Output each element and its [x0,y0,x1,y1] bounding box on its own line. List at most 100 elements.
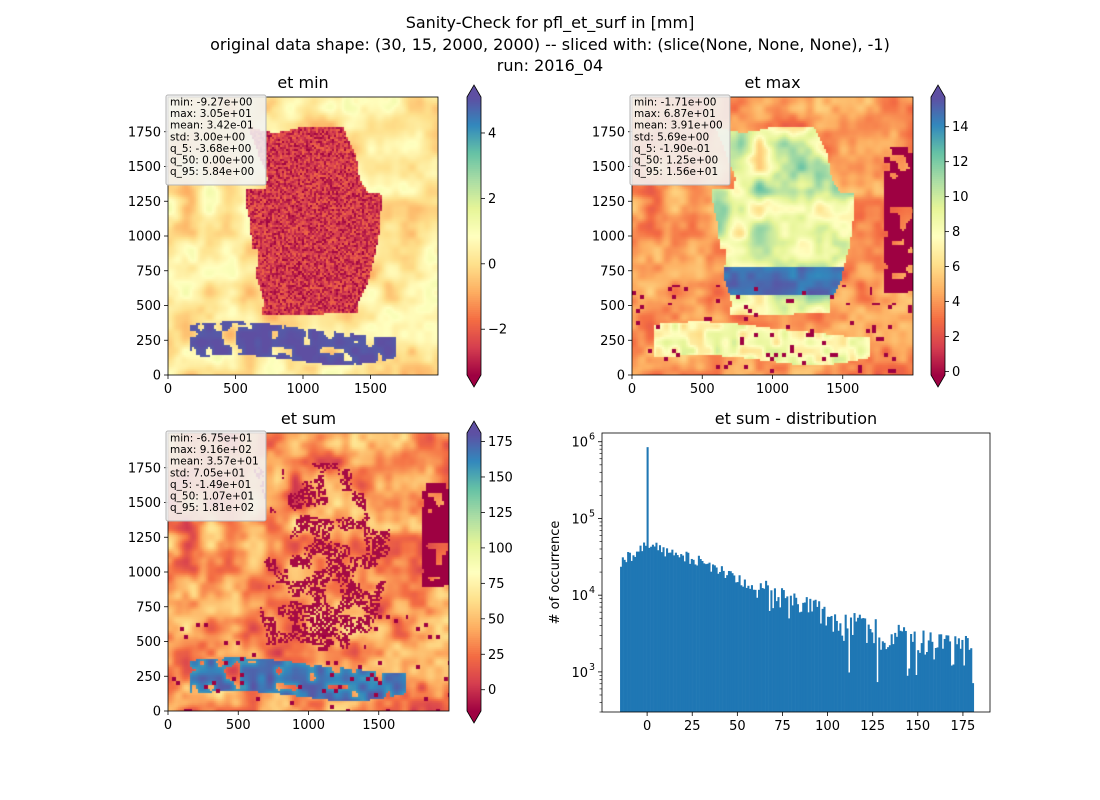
histogram-bar [970,648,973,712]
histogram-bar [667,552,670,712]
colorbar-segment [467,544,481,547]
colorbar-segment [931,267,945,271]
x-tick-label: 175 [951,719,976,734]
colorbar-segment [467,305,481,309]
colorbar-segment [931,152,945,156]
colorbar-segment [467,237,481,241]
colorbar-segment [931,361,945,364]
x-tick-label: 0 [628,382,636,397]
histogram-bar [934,647,937,712]
colorbar-segment [931,355,945,358]
colorbar-segment [467,472,481,476]
stats-line: q_50: 0.00e+00 [170,155,254,167]
histogram-bar [669,552,672,712]
colorbar-segment [467,685,481,688]
colorbar-segment [467,693,481,696]
histogram-bar [938,634,941,712]
histogram-bar [634,556,637,712]
colorbar-segment [467,232,481,235]
histogram-bar [878,637,881,712]
histogram-panel: et sum - distribution 0 25 50 75 100 125 150 175… [548,409,991,734]
histogram-bar [628,552,631,712]
colorbar-segment [467,607,481,611]
colorbar-segment [467,534,481,537]
histogram-bar [745,587,748,712]
colorbar-segment [931,122,945,126]
colorbar-segment [467,603,481,607]
colorbar-segment [467,460,481,464]
histogram-bar [639,545,642,712]
colorbar-segment [931,194,945,197]
histogram-bar [851,634,854,712]
colorbar-segment [467,615,481,619]
colorbar-segment [467,510,481,514]
histogram-bar [956,644,959,712]
colorbar-segment [467,687,481,690]
colorbar-segment [467,273,481,277]
colorbar-segment [931,353,945,356]
colorbar-segment [467,114,481,118]
colorbar-segment [931,371,945,374]
colorbar-segment [467,446,481,450]
histogram-bar [903,627,906,712]
colorbar-segment [467,619,481,623]
histogram-bar [950,665,953,712]
histogram-bar [674,552,677,712]
histogram-bar [782,590,785,712]
x-tick-label: 0 [164,718,172,733]
histogram-bar [712,564,715,712]
histogram-bar [653,546,656,712]
colorbar-segment [931,166,945,170]
histogram-bar [971,683,975,712]
colorbar-tick-label: 150 [488,470,513,485]
colorbar-tick-label: 4 [488,126,496,141]
x-tick-label: 1500 [354,382,387,397]
colorbar-segment [467,208,481,211]
histogram-bar [830,615,833,712]
histogram-bar [823,606,826,712]
histogram-bar [731,573,734,712]
y-tick-label: 1500 [128,160,161,175]
stats-line: q_5: -1.90e-01 [634,143,710,155]
y-tick-label: 500 [600,299,625,314]
colorbar-segment [467,631,481,635]
colorbar-segment [931,222,945,225]
histogram-bar [918,652,922,712]
heatmap-title: et max [744,73,800,92]
colorbar-segment [467,601,481,605]
colorbar-segment [467,504,481,508]
colorbar-segment [467,502,481,506]
colorbar-segment [931,126,945,130]
colorbar-segment [467,228,481,231]
colorbar-segment [467,287,481,291]
colorbar-segment [467,550,481,553]
histogram-bar [648,547,651,712]
histogram-bar [947,635,950,712]
colorbar-segment [467,281,481,285]
colorbar-segment [931,220,945,223]
colorbar-segment [467,230,481,233]
histogram-bar [917,650,920,712]
x-tick-label: 500 [690,382,715,397]
y-tick-label: 1750 [128,125,161,140]
histogram-bar [881,641,884,712]
colorbar-segment [467,703,481,706]
histogram-bar [632,555,635,712]
colorbar-segment [467,689,481,692]
histogram-bar [770,590,773,712]
colorbar-segment [467,468,481,472]
colorbar-segment [931,182,945,185]
colorbar-segment [931,132,945,136]
colorbar-segment [931,325,945,328]
colorbar-segment [467,538,481,541]
colorbar-outline [930,84,946,388]
colorbar-segment [467,204,481,207]
y-tick-label: 1750 [128,461,161,476]
histogram-bar [743,579,746,712]
colorbar-segment [467,200,481,203]
colorbar-segment [931,134,945,138]
colorbar-segment [931,120,945,124]
colorbar-segment [931,249,945,253]
histogram-bar [655,542,658,712]
